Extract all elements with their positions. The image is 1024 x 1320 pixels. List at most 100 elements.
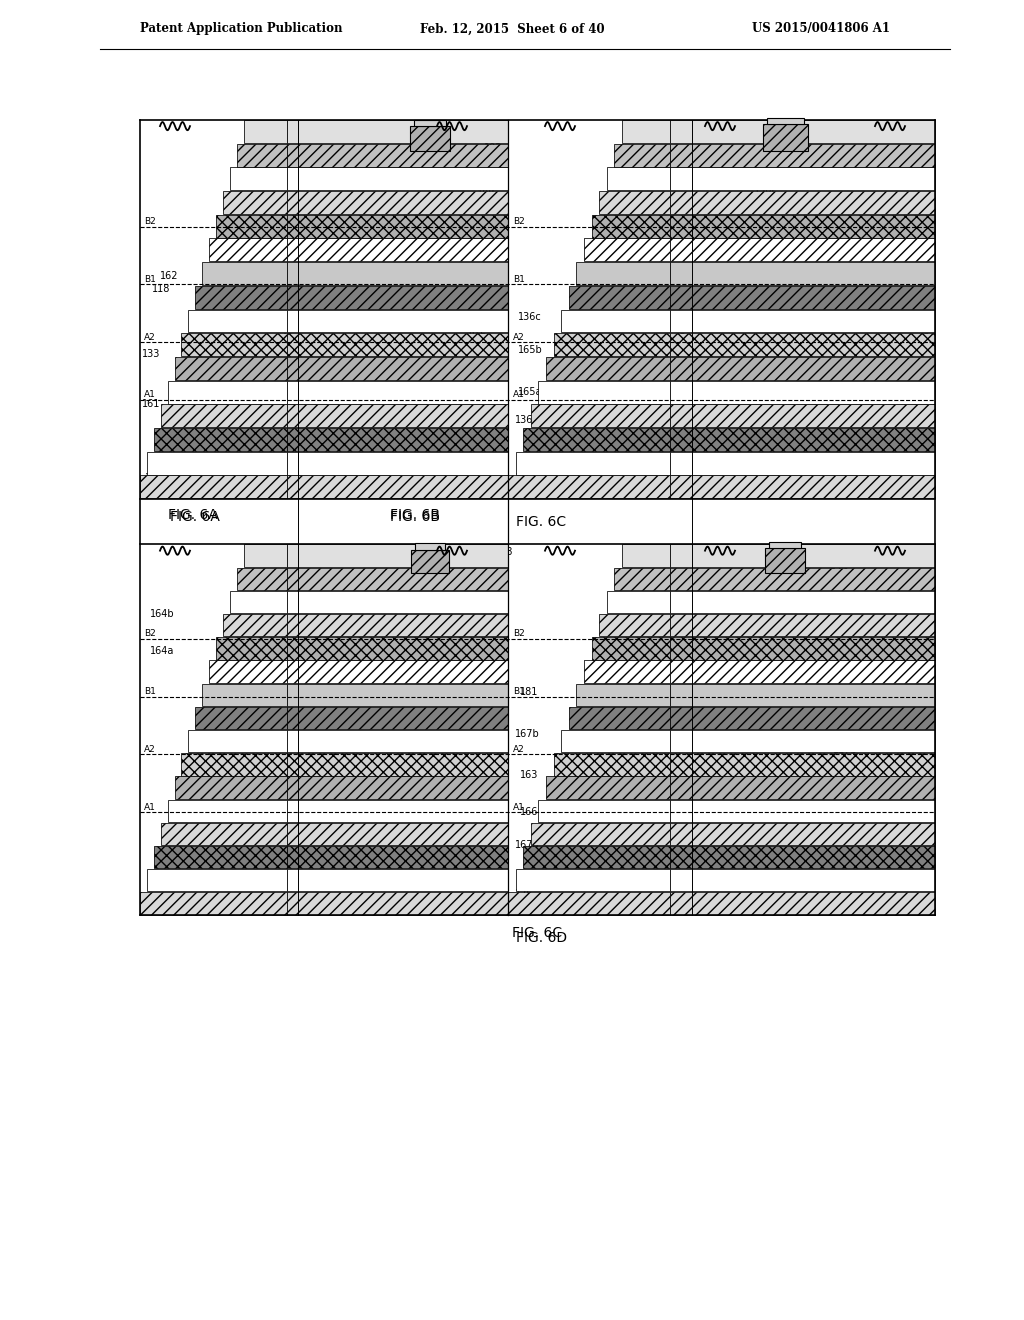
Text: B1: B1 xyxy=(920,688,931,696)
Bar xyxy=(569,286,671,309)
Text: A2: A2 xyxy=(675,744,687,754)
Bar xyxy=(411,550,449,573)
Bar xyxy=(671,846,935,869)
Bar xyxy=(174,776,287,799)
Bar xyxy=(671,239,935,261)
Text: A1: A1 xyxy=(476,803,488,812)
Bar xyxy=(415,544,445,550)
Bar xyxy=(584,239,671,261)
Bar xyxy=(154,846,287,869)
Bar xyxy=(607,168,671,190)
Bar xyxy=(287,286,508,309)
Text: A1: A1 xyxy=(920,391,931,400)
Bar xyxy=(671,776,935,799)
Text: 138: 138 xyxy=(495,548,513,557)
Text: B2: B2 xyxy=(513,630,524,639)
Bar xyxy=(671,310,935,333)
Bar xyxy=(671,638,935,660)
Bar xyxy=(188,310,287,333)
Text: 134: 134 xyxy=(472,288,490,297)
Text: 120: 120 xyxy=(162,482,180,491)
Bar xyxy=(287,822,508,845)
Text: B1: B1 xyxy=(513,275,525,284)
Bar xyxy=(154,428,287,451)
Bar xyxy=(223,614,287,636)
Bar xyxy=(671,168,935,190)
Text: 109 107: 109 107 xyxy=(741,202,778,211)
Bar xyxy=(671,286,935,309)
Text: B2: B2 xyxy=(476,218,488,226)
Bar xyxy=(614,144,671,166)
Bar xyxy=(671,144,935,166)
Text: A1: A1 xyxy=(144,803,156,812)
Text: 119: 119 xyxy=(145,473,164,483)
Text: B2: B2 xyxy=(920,218,931,226)
Bar xyxy=(623,120,671,143)
Text: B1: B1 xyxy=(675,688,687,696)
Text: 146: 146 xyxy=(830,568,849,578)
Text: 118: 118 xyxy=(152,284,170,293)
Bar xyxy=(671,568,935,590)
Bar xyxy=(229,168,287,190)
Bar xyxy=(216,638,287,660)
Bar xyxy=(671,660,935,682)
Bar xyxy=(671,333,935,356)
Bar xyxy=(530,404,671,428)
Bar xyxy=(287,356,508,380)
Bar xyxy=(287,660,508,682)
Bar xyxy=(287,120,508,143)
Text: 136b: 136b xyxy=(515,416,540,425)
Bar xyxy=(523,428,671,451)
Text: 117a: 117a xyxy=(843,836,867,846)
Bar xyxy=(671,191,935,214)
Text: Patent Application Publication: Patent Application Publication xyxy=(140,22,342,36)
Bar xyxy=(196,706,287,729)
Text: 181: 181 xyxy=(520,688,539,697)
Text: 164a: 164a xyxy=(150,647,174,656)
Bar xyxy=(168,380,287,404)
Text: B1: B1 xyxy=(476,688,488,696)
Bar xyxy=(767,117,804,124)
Bar xyxy=(237,568,287,590)
Bar xyxy=(287,638,508,660)
Bar xyxy=(223,191,287,214)
Bar xyxy=(146,451,287,475)
Text: FIG. 6B: FIG. 6B xyxy=(390,510,440,524)
Bar xyxy=(229,591,287,614)
Bar xyxy=(599,614,671,636)
Bar xyxy=(546,776,671,799)
Bar xyxy=(671,428,935,451)
Bar xyxy=(671,800,935,822)
Text: A2: A2 xyxy=(513,333,524,342)
Bar xyxy=(287,168,508,190)
Bar xyxy=(577,263,671,285)
Bar xyxy=(209,660,287,682)
Bar xyxy=(202,684,287,706)
Text: FIG. 6C: FIG. 6C xyxy=(512,927,562,940)
Bar xyxy=(508,892,671,915)
Bar xyxy=(671,404,935,428)
Bar xyxy=(287,404,508,428)
Text: 103: 103 xyxy=(846,779,864,788)
Text: FIG. 6A: FIG. 6A xyxy=(170,510,220,524)
Text: 126: 126 xyxy=(515,890,534,899)
Bar xyxy=(671,451,935,475)
Bar xyxy=(287,239,508,261)
Bar xyxy=(561,310,671,333)
Text: A2: A2 xyxy=(920,333,931,342)
Bar xyxy=(614,568,671,590)
Bar xyxy=(523,846,671,869)
Bar xyxy=(410,127,450,150)
Text: FIG. 6C: FIG. 6C xyxy=(516,515,566,529)
Bar xyxy=(671,356,935,380)
Text: 167a: 167a xyxy=(515,840,540,850)
Text: A2: A2 xyxy=(513,744,524,754)
Bar xyxy=(287,333,508,356)
Bar xyxy=(671,869,935,891)
Text: 136f: 136f xyxy=(754,185,776,194)
Bar xyxy=(765,548,805,573)
Text: Feb. 12, 2015  Sheet 6 of 40: Feb. 12, 2015 Sheet 6 of 40 xyxy=(420,22,604,36)
Text: 116: 116 xyxy=(851,810,869,821)
Text: 101: 101 xyxy=(467,329,485,339)
Text: US 2015/0041806 A1: US 2015/0041806 A1 xyxy=(752,22,890,36)
